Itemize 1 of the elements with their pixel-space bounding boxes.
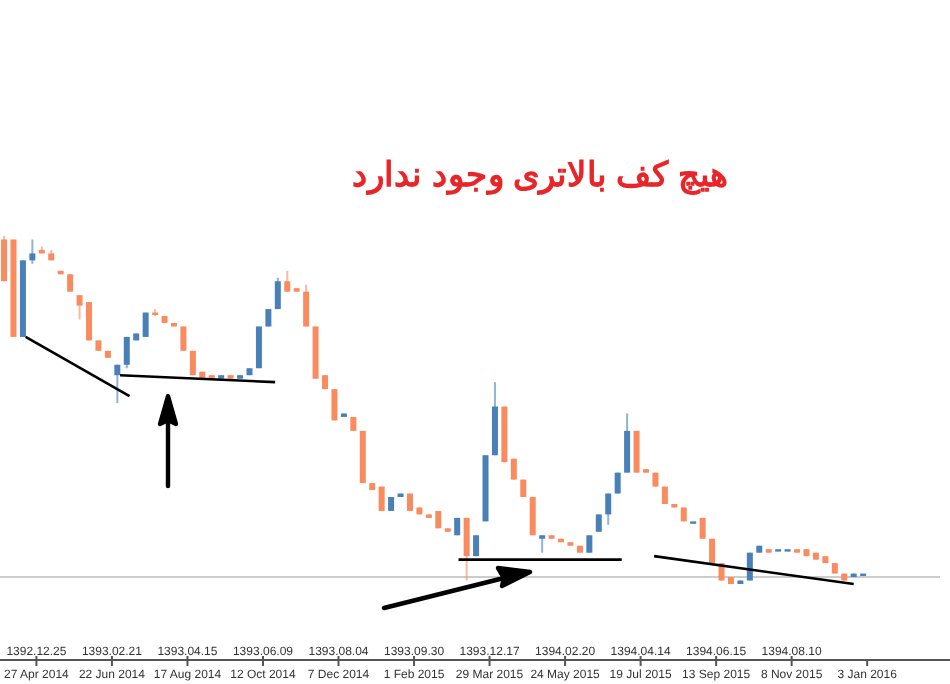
title: هیچ کف بالاتری وجود ندارد: [352, 156, 728, 194]
